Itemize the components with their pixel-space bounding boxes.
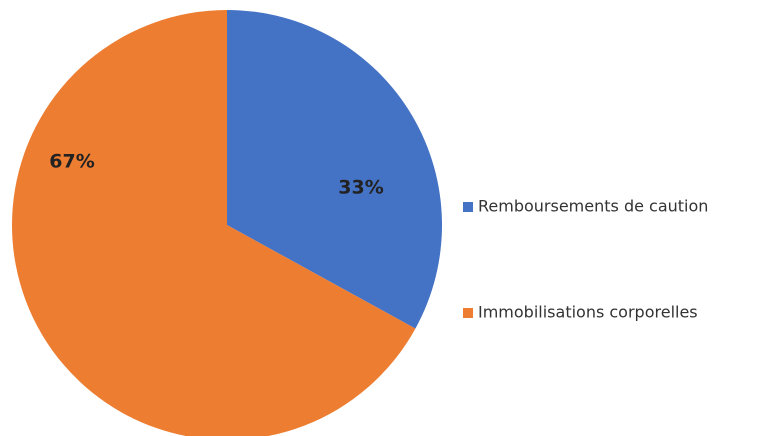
pie-slice [227,10,442,329]
legend-label: Remboursements de caution [478,197,708,216]
legend-swatch [463,308,473,318]
pie-slice [12,10,416,436]
legend-swatch [463,202,473,212]
data-label: 33% [338,177,383,199]
legend-label: Immobilisations corporelles [478,303,698,322]
data-label: 67% [49,151,94,173]
